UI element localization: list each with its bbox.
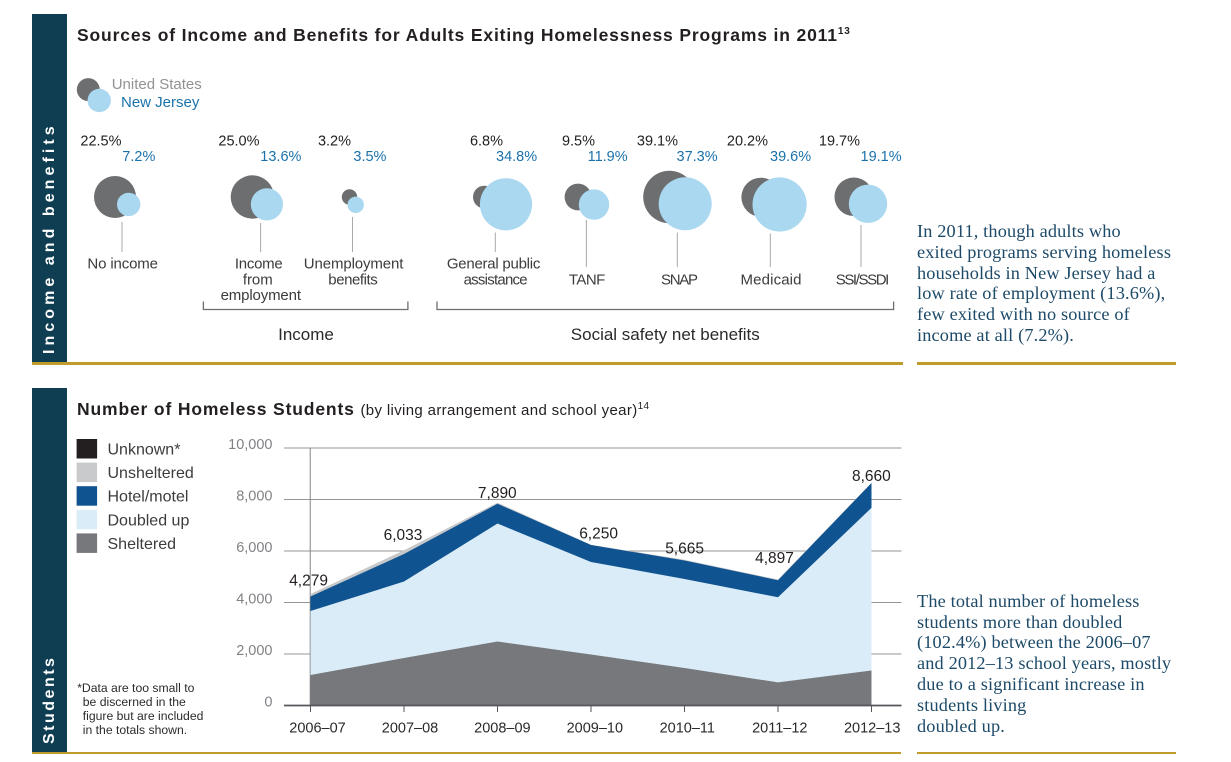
svg-text:employment: employment bbox=[221, 287, 302, 304]
svg-text:Medicaid: Medicaid bbox=[741, 272, 802, 289]
svg-text:6,250: 6,250 bbox=[579, 526, 618, 543]
svg-text:10,000: 10,000 bbox=[228, 437, 272, 453]
svg-text:0: 0 bbox=[264, 695, 272, 711]
svg-text:Unknown*: Unknown* bbox=[108, 442, 181, 459]
svg-text:Income: Income bbox=[235, 255, 283, 272]
svg-text:25.0%: 25.0% bbox=[218, 134, 259, 150]
svg-text:2010–11: 2010–11 bbox=[660, 721, 715, 737]
svg-text:benefits: benefits bbox=[328, 272, 377, 289]
svg-text:2011–12: 2011–12 bbox=[752, 721, 807, 737]
svg-text:6,033: 6,033 bbox=[384, 527, 423, 544]
svg-text:2009–10: 2009–10 bbox=[567, 721, 623, 737]
svg-text:Social safety net benefits: Social safety net benefits bbox=[571, 325, 760, 344]
svg-text:4,897: 4,897 bbox=[755, 550, 794, 567]
svg-text:2012–13: 2012–13 bbox=[844, 721, 900, 737]
svg-text:United States: United States bbox=[112, 76, 202, 93]
svg-text:2006–07: 2006–07 bbox=[289, 721, 345, 737]
svg-text:34.8%: 34.8% bbox=[496, 149, 537, 165]
svg-text:37.3%: 37.3% bbox=[677, 149, 718, 165]
svg-text:3.5%: 3.5% bbox=[353, 149, 386, 165]
svg-text:from: from bbox=[243, 272, 273, 289]
svg-text:Hotel/motel: Hotel/motel bbox=[108, 489, 189, 506]
svg-text:New Jersey: New Jersey bbox=[121, 94, 200, 111]
svg-text:7,890: 7,890 bbox=[478, 485, 517, 502]
svg-text:General public: General public bbox=[447, 255, 541, 272]
svg-text:6.8%: 6.8% bbox=[470, 134, 503, 150]
svg-text:Unemployment: Unemployment bbox=[304, 255, 404, 272]
svg-text:7.2%: 7.2% bbox=[122, 149, 155, 165]
svg-text:20.2%: 20.2% bbox=[727, 134, 768, 150]
svg-text:39.1%: 39.1% bbox=[637, 134, 678, 150]
svg-text:39.6%: 39.6% bbox=[770, 149, 811, 165]
svg-text:No income: No income bbox=[87, 255, 158, 272]
svg-text:8,000: 8,000 bbox=[236, 489, 272, 505]
svg-text:19.7%: 19.7% bbox=[819, 134, 860, 150]
svg-text:assistance: assistance bbox=[464, 272, 528, 289]
svg-text:4,000: 4,000 bbox=[236, 592, 272, 608]
svg-text:22.5%: 22.5% bbox=[80, 134, 121, 150]
svg-text:SNAP: SNAP bbox=[661, 272, 698, 289]
svg-text:2008–09: 2008–09 bbox=[474, 721, 530, 737]
svg-text:Sheltered: Sheltered bbox=[108, 536, 177, 553]
svg-text:13.6%: 13.6% bbox=[260, 149, 301, 165]
svg-text:SSI/SSDI: SSI/SSDI bbox=[836, 272, 890, 289]
svg-text:8,660: 8,660 bbox=[852, 468, 891, 485]
svg-text:9.5%: 9.5% bbox=[562, 134, 595, 150]
svg-text:2007–08: 2007–08 bbox=[382, 721, 438, 737]
svg-text:5,665: 5,665 bbox=[665, 541, 704, 558]
svg-text:2,000: 2,000 bbox=[236, 643, 272, 659]
svg-text:3.2%: 3.2% bbox=[318, 134, 351, 150]
svg-text:Income: Income bbox=[278, 325, 334, 344]
svg-text:6,000: 6,000 bbox=[236, 540, 272, 556]
svg-text:4,279: 4,279 bbox=[289, 573, 328, 590]
svg-text:11.9%: 11.9% bbox=[588, 149, 628, 165]
svg-text:19.1%: 19.1% bbox=[861, 149, 902, 165]
svg-text:Unsheltered: Unsheltered bbox=[108, 465, 194, 482]
svg-text:TANF: TANF bbox=[569, 272, 606, 289]
svg-text:Doubled up: Doubled up bbox=[108, 512, 190, 529]
